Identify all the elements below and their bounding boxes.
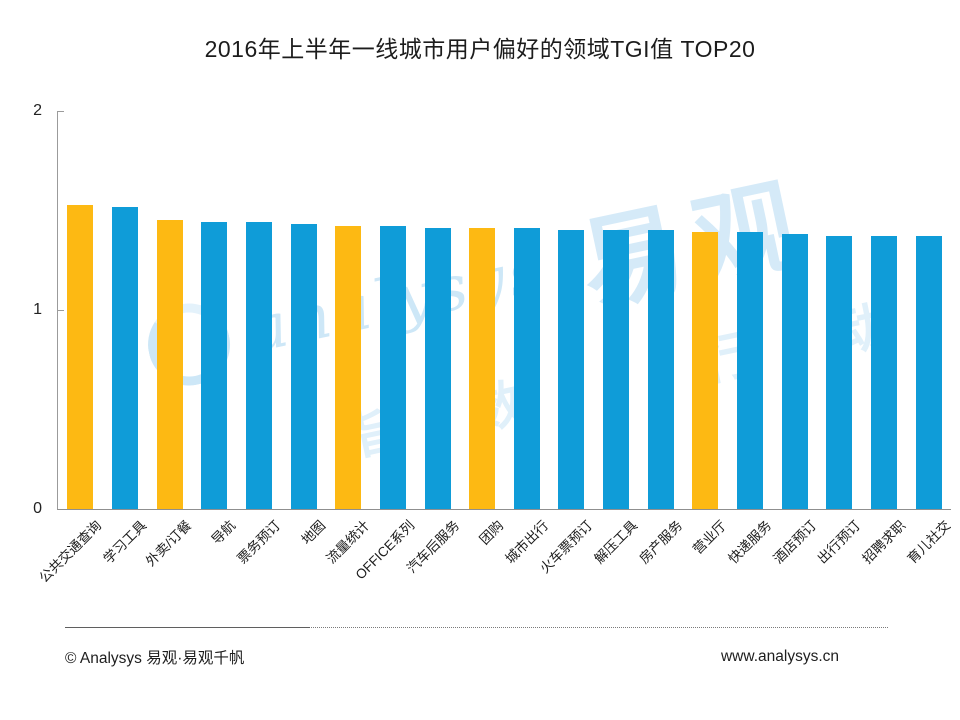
footer-divider-solid-segment (65, 627, 310, 628)
website-url: www.analysys.cn (720, 648, 839, 665)
bar-导航 (201, 222, 228, 509)
y-tick-label: 0 (33, 500, 42, 517)
bar-汽车后服务 (424, 228, 451, 509)
bar-学习工具 (111, 206, 138, 509)
bar-解压工具 (603, 230, 630, 509)
y-tick-mark (58, 310, 64, 311)
plot-area (57, 111, 951, 510)
copyright-text: © Analysys 易观·易观千帆 (65, 650, 245, 667)
bar-城市出行 (513, 228, 540, 509)
y-tick-label: 2 (33, 102, 42, 119)
bar-团购 (469, 228, 496, 509)
y-tick-mark (58, 111, 64, 112)
footer-divider (65, 627, 888, 628)
bar-票务预订 (245, 222, 272, 509)
bar-OFFICE系列 (379, 226, 406, 509)
bar-流量统计 (335, 226, 362, 509)
bar-地图 (290, 224, 317, 509)
bar-酒店预订 (781, 234, 808, 509)
bar-外卖/订餐 (156, 220, 183, 509)
bar-招聘求职 (871, 236, 898, 509)
bar-火车票预订 (558, 230, 585, 509)
bar-营业厅 (692, 232, 719, 509)
bar-出行预订 (826, 236, 853, 509)
bar-房产服务 (647, 230, 674, 509)
y-tick-label: 1 (33, 301, 42, 318)
chart-title: 2016年上半年一线城市用户偏好的领域TGI值 TOP20 (204, 36, 756, 62)
bar-快递服务 (737, 232, 764, 509)
bar-公共交通查询 (67, 204, 94, 509)
bar-育儿社交 (915, 236, 942, 509)
